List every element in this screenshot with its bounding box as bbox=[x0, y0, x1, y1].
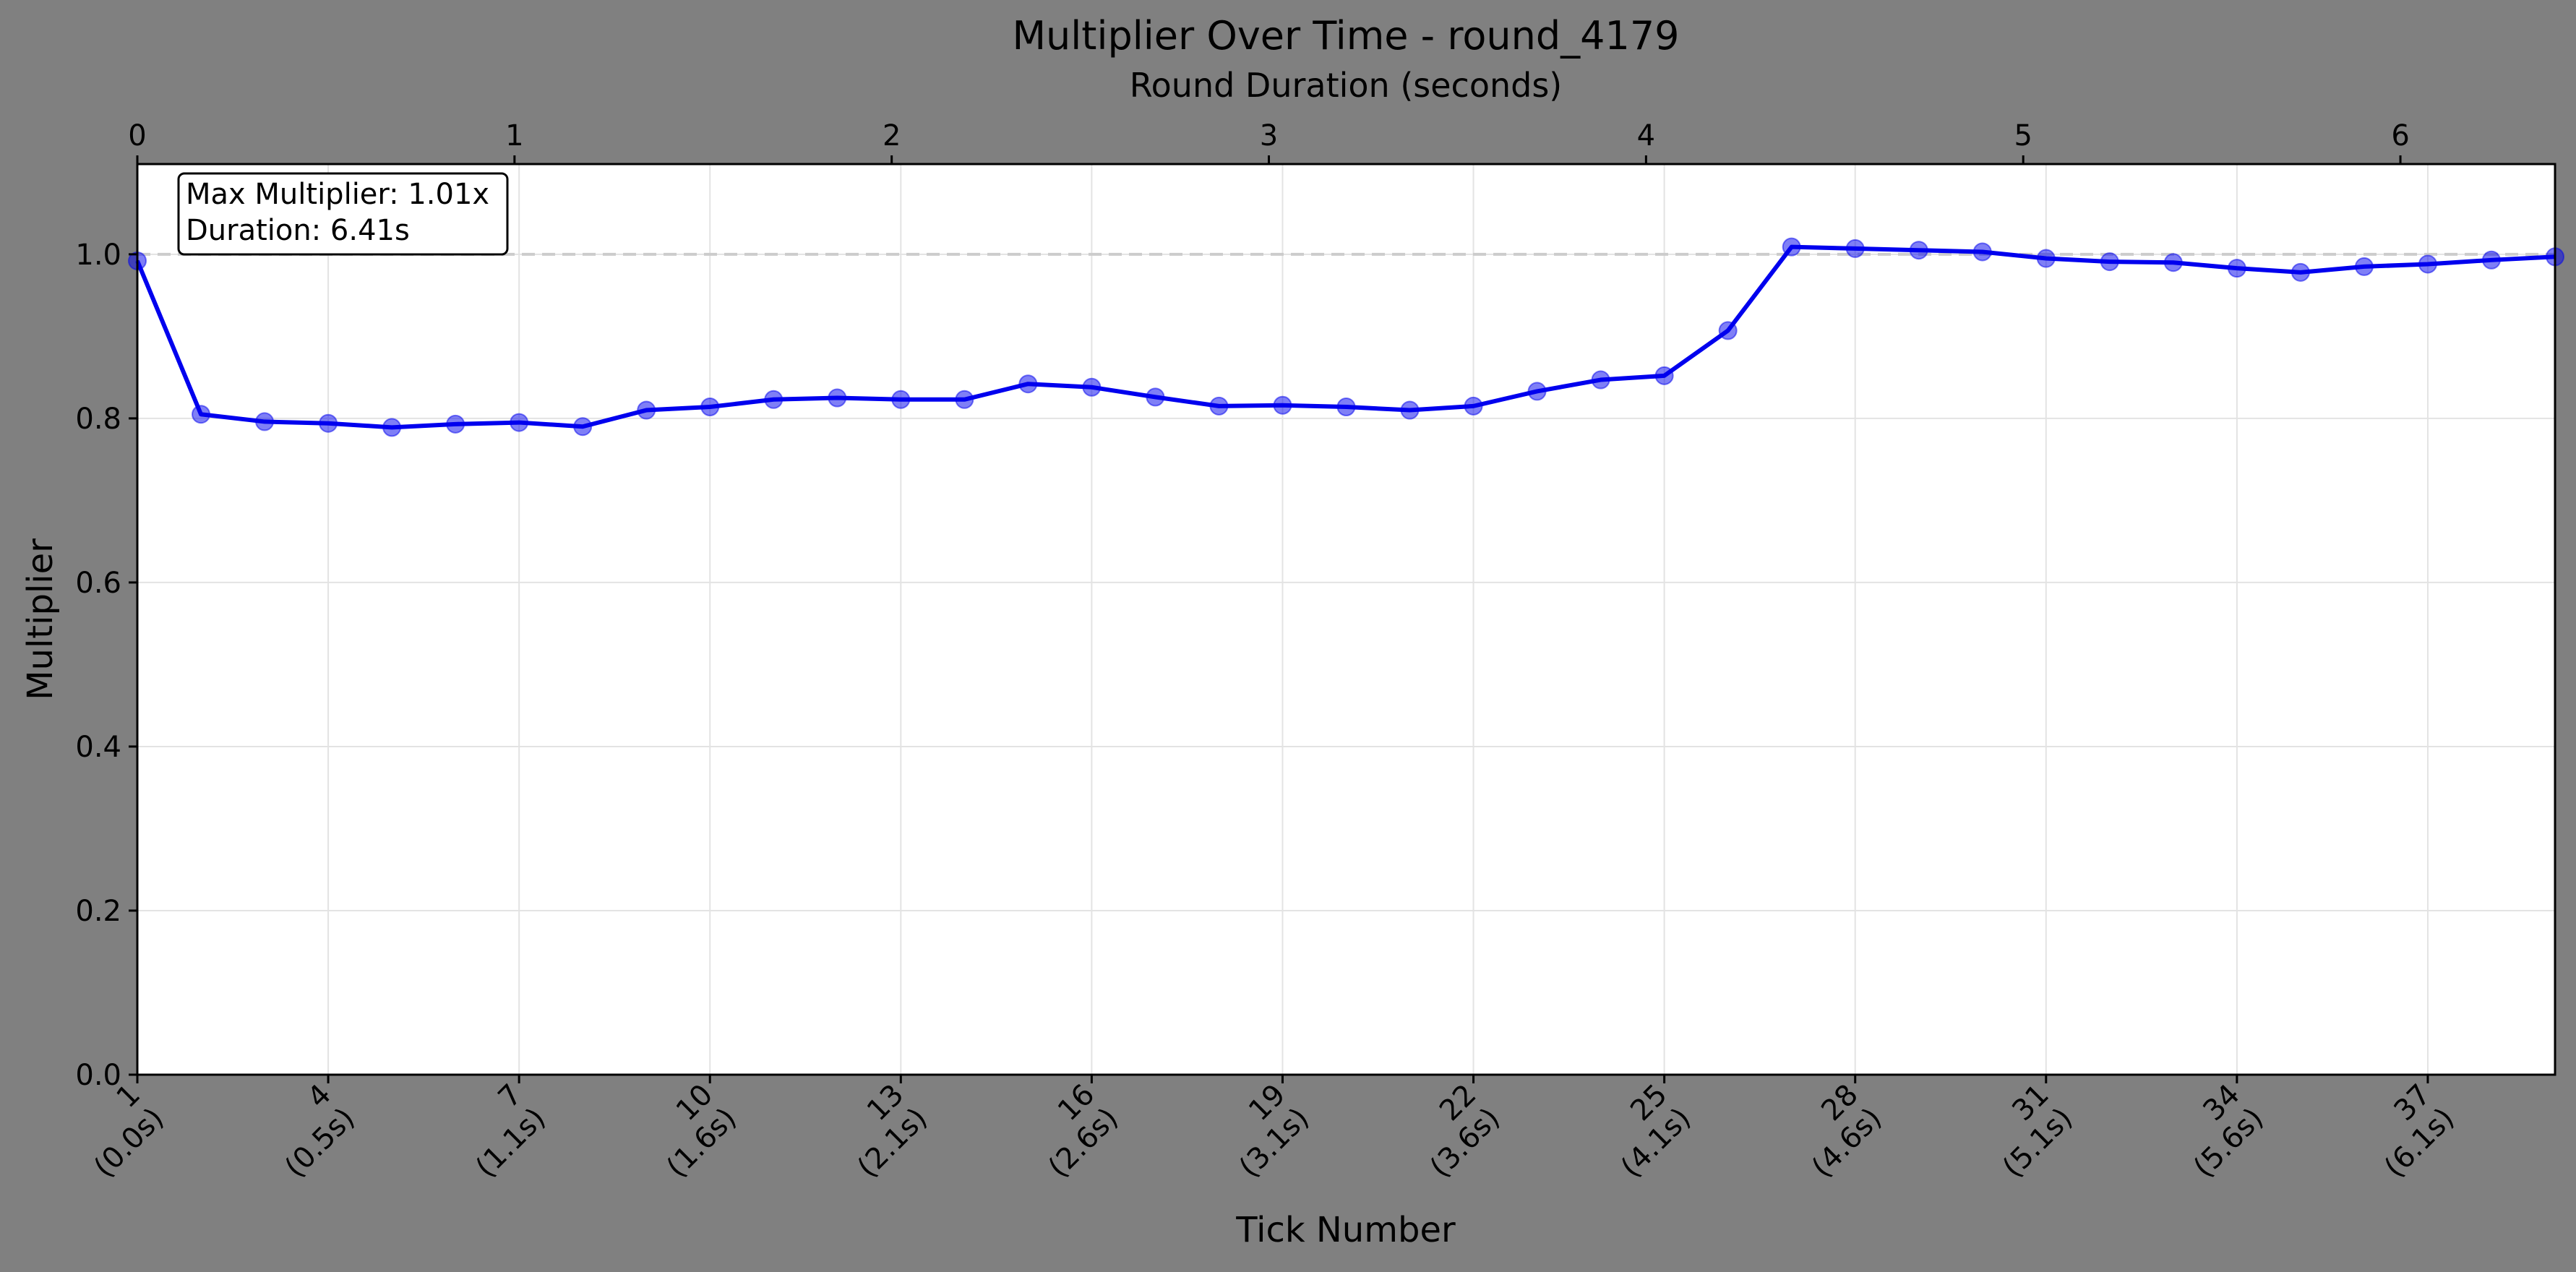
x-tick-label: 28(4.6s) bbox=[1782, 1078, 1888, 1185]
y-tick-label: 1.0 bbox=[75, 239, 121, 272]
x-tick-label: 13(2.1s) bbox=[828, 1078, 934, 1185]
data-point bbox=[446, 414, 465, 434]
x-tick-label: 31(5.1s) bbox=[1973, 1078, 2079, 1185]
y-axis: 0.0 0.2 0.4 0.6 0.8 1.0 bbox=[75, 239, 137, 1092]
y-axis-label: Multiplier bbox=[20, 538, 61, 700]
data-point bbox=[1654, 366, 1674, 385]
data-point bbox=[1336, 398, 1356, 416]
top-x-tick-label: 2 bbox=[883, 119, 901, 152]
data-point bbox=[764, 390, 783, 409]
annotation-box: Max Multiplier: 1.01x Duration: 6.41s bbox=[177, 172, 509, 256]
top-x-tick-label: 5 bbox=[2014, 119, 2032, 152]
x-tick-label: 1(0.0s) bbox=[64, 1078, 171, 1185]
y-tick-label: 0.0 bbox=[75, 1059, 121, 1092]
x-tick-label-time: (0.5s) bbox=[278, 1101, 361, 1184]
data-point bbox=[1845, 239, 1865, 258]
data-point bbox=[2481, 250, 2501, 270]
x-gridlines bbox=[137, 164, 2429, 1075]
data-point bbox=[1972, 242, 1992, 262]
top-x-tick-label: 3 bbox=[1260, 119, 1278, 152]
x-tick-label: 34(5.6s) bbox=[2164, 1078, 2270, 1185]
data-point bbox=[1527, 382, 1547, 401]
data-point bbox=[1209, 396, 1229, 416]
y-tick-label: 0.2 bbox=[75, 895, 121, 928]
plot-frame bbox=[136, 163, 2556, 1076]
data-point bbox=[2100, 252, 2119, 272]
x-tick-label: 25(4.1s) bbox=[1591, 1078, 1697, 1185]
x-axis: 1(0.0s) 4(0.5s) 7(1.1s) 10(1.6s) 13(2.1s) 16(… bbox=[64, 1075, 2461, 1185]
data-point bbox=[1273, 395, 1292, 415]
data-point bbox=[828, 388, 847, 408]
data-point bbox=[2291, 262, 2310, 282]
data-point bbox=[319, 413, 338, 433]
top-x-tick-label: 4 bbox=[1637, 119, 1655, 152]
x-tick-label: 7(1.1s) bbox=[446, 1078, 552, 1185]
data-point bbox=[255, 412, 275, 431]
data-point bbox=[2227, 259, 2246, 278]
data-point bbox=[1591, 370, 1610, 390]
data-point bbox=[700, 398, 720, 416]
data-point bbox=[891, 390, 911, 409]
x-tick-label-time: (1.1s) bbox=[469, 1101, 551, 1184]
top-x-tick-label: 6 bbox=[2391, 119, 2409, 152]
x-tick-label: 16(2.6s) bbox=[1018, 1078, 1125, 1185]
data-point bbox=[192, 405, 211, 424]
y-tick-label: 0.8 bbox=[75, 403, 121, 436]
top-axis-label: Round Duration (seconds) bbox=[1130, 66, 1563, 105]
x-tick-label: 4(0.5s) bbox=[255, 1078, 361, 1185]
data-point bbox=[637, 400, 656, 420]
data-point bbox=[1909, 241, 1928, 260]
top-x-tick-label: 0 bbox=[128, 119, 146, 152]
x-tick-label-time: (0.0s) bbox=[87, 1101, 170, 1184]
data-point bbox=[1018, 374, 1038, 394]
data-point bbox=[955, 390, 974, 409]
data-point bbox=[1464, 396, 1483, 416]
data-point bbox=[2036, 249, 2056, 268]
data-point bbox=[573, 417, 593, 437]
data-point bbox=[382, 418, 402, 437]
x-tick-label: 19(3.1s) bbox=[1209, 1078, 1315, 1185]
x-tick-label: 37(6.1s) bbox=[2355, 1078, 2461, 1185]
annotation-max-multiplier: Max Multiplier: 1.01x bbox=[186, 178, 489, 211]
y-tick-label: 0.6 bbox=[75, 567, 121, 600]
data-point bbox=[510, 413, 529, 432]
annotation-duration: Duration: 6.41s bbox=[186, 214, 410, 247]
data-point bbox=[2418, 254, 2437, 274]
x-axis-label: Tick Number bbox=[1235, 1210, 1456, 1250]
top-x-tick-label: 1 bbox=[505, 119, 523, 152]
top-x-axis: 0 1 2 3 4 5 6 bbox=[128, 119, 2410, 164]
data-point bbox=[2163, 253, 2183, 272]
x-tick-label: 10(1.6s) bbox=[637, 1078, 743, 1185]
chart-title: Multiplier Over Time - round_4179 bbox=[1012, 13, 1679, 59]
y-tick-label: 0.4 bbox=[75, 731, 121, 764]
data-point bbox=[1400, 400, 1420, 420]
data-point bbox=[1782, 237, 1801, 257]
data-point bbox=[2354, 257, 2374, 276]
data-point bbox=[1718, 321, 1738, 340]
x-tick-label: 22(3.6s) bbox=[1400, 1078, 1506, 1185]
data-point bbox=[1082, 377, 1102, 397]
data-point bbox=[1146, 387, 1165, 407]
plot-area bbox=[137, 164, 2555, 1075]
